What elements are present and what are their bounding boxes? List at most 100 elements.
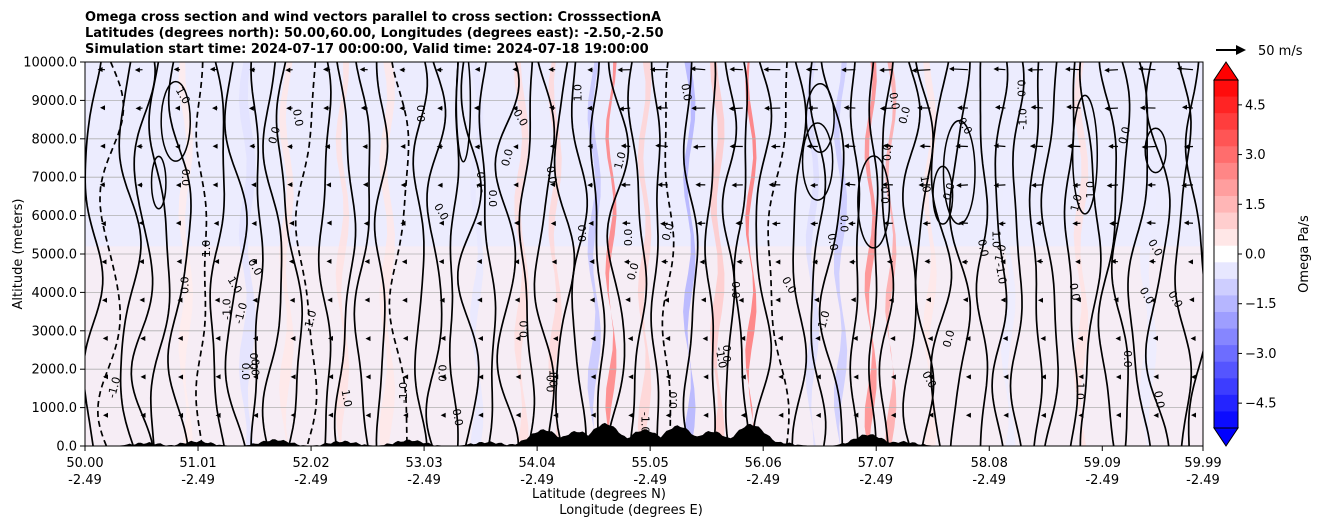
wind-vector-head-4-9 [249, 67, 255, 73]
wind-vector-head-23-9 [949, 66, 955, 72]
wind-vector-head-13-4 [589, 259, 595, 265]
contour-label-53: 1.0 [992, 243, 1009, 263]
wind-vector-head-19-2 [815, 335, 821, 341]
colorbar-tick-label-2: −1.5 [1245, 297, 1277, 312]
contour-line-50 [991, 62, 1009, 446]
contour-loop-2 [942, 119, 976, 225]
contour-line-48 [948, 62, 972, 446]
contour-line-15 [353, 62, 371, 446]
wind-vector-head-13-8 [586, 105, 592, 111]
wind-vector-head-28-0 [1153, 412, 1159, 418]
wind-vector-shaft-29-9 [1179, 67, 1194, 71]
wind-vector-head-22-9 [911, 68, 917, 74]
wind-vector-head-0-6 [99, 182, 105, 188]
contour-label-37: 0.0 [544, 375, 557, 393]
wind-vector-head-12-2 [552, 336, 558, 342]
wind-vector-head-20-9 [841, 67, 847, 73]
wind-vector-head-0-0 [103, 412, 108, 418]
wind-vector-head-20-3 [850, 297, 856, 303]
contour-line-24 [518, 62, 536, 446]
contour-loop-3 [857, 155, 891, 249]
x-tick-label-lat-5: 55.05 [632, 456, 669, 471]
wind-vector-head-17-6 [731, 182, 737, 188]
omega-band-8 [587, 62, 601, 446]
wind-vector-head-25-5 [1035, 220, 1041, 226]
contour-line-12 [294, 62, 318, 446]
wind-vector-head-27-8 [1104, 106, 1110, 112]
wind-vector-head-25-1 [1040, 374, 1046, 380]
y-tick-label-10: 10000.0 [23, 56, 77, 71]
wind-vector-head-24-4 [1000, 259, 1006, 265]
wind-vector-head-16-5 [696, 220, 702, 226]
contour-label-31: 0.0 [1116, 125, 1133, 145]
wind-vector-head-9-1 [440, 374, 446, 380]
wind-vector-head-10-1 [478, 374, 484, 380]
wind-vector-head-22-4 [924, 258, 930, 264]
wind-vector-head-19-9 [805, 66, 811, 72]
wind-vector-head-17-4 [736, 259, 742, 265]
wind-vector-head-20-8 [843, 105, 849, 111]
wind-vector-head-3-4 [214, 259, 220, 265]
omega-band-11 [683, 62, 696, 446]
wind-vector-head-3-1 [215, 374, 221, 380]
wind-vector-head-29-2 [1190, 335, 1196, 341]
contour-line-31 [650, 62, 661, 446]
contour-label-57: -1.0 [221, 298, 234, 319]
wind-vector-head-12-9 [548, 66, 554, 72]
contour-label-48: 0.0 [266, 125, 283, 145]
omega-band-17 [885, 62, 897, 446]
contour-line-49 [975, 62, 989, 446]
wind-vector-head-12-7 [549, 143, 555, 149]
wind-vector-head-26-3 [1075, 297, 1081, 303]
contour-line-23 [494, 62, 520, 446]
colorbar-segment-14 [1214, 312, 1238, 330]
wind-vector-head-7-1 [365, 374, 371, 380]
wind-vector-head-21-6 [881, 182, 887, 188]
wind-vector-head-4-3 [252, 297, 258, 303]
wind-vector-head-26-2 [1077, 335, 1083, 341]
wind-vector-head-7-8 [360, 105, 366, 111]
x-tick-label-lat-3: 53.03 [405, 456, 442, 471]
contour-labels: 0.01.00.00.00.01.00.0-1.01.00.01.00.01.0… [105, 80, 1185, 434]
wind-vector-head-18-8 [764, 105, 770, 111]
wind-vector-shaft-23-9 [952, 68, 968, 71]
wind-vector-head-4-4 [251, 259, 257, 265]
wind-vector-head-9-7 [436, 144, 442, 150]
contour-line-28 [589, 62, 606, 446]
wind-vector-head-13-6 [587, 182, 593, 188]
x-tick-label-lon-6: -2.49 [746, 473, 780, 488]
wind-vector-head-24-2 [1002, 335, 1008, 341]
wind-vector-head-24-5 [998, 221, 1004, 227]
wind-vector-head-18-1 [778, 374, 784, 380]
wind-vector-head-7-5 [363, 221, 369, 227]
wind-vector-head-2-7 [175, 144, 181, 150]
wind-vector-head-24-1 [1003, 374, 1009, 380]
wind-vector-head-2-9 [173, 66, 179, 72]
contour-label-15: 0.0 [678, 83, 694, 102]
wind-vector-head-5-8 [286, 105, 292, 111]
wind-vector-head-17-0 [740, 412, 746, 418]
contour-label-4: 0.0 [290, 108, 306, 127]
wind-vector-head-22-0 [928, 412, 934, 418]
contour-line-11 [275, 62, 304, 446]
wind-vector-head-0-1 [103, 374, 108, 380]
wind-vector-head-18-2 [777, 335, 783, 341]
wind-vector-head-3-7 [212, 143, 218, 149]
wind-vector-head-27-9 [1104, 67, 1110, 73]
wind-vector-head-27-4 [1110, 258, 1116, 264]
wind-vector-head-25-8 [1030, 104, 1036, 110]
contour-line-52 [1028, 62, 1043, 446]
contour-label-33: 0.0 [720, 345, 733, 363]
contour-label-7: -1.0 [301, 309, 319, 333]
contour-line-9 [250, 62, 264, 446]
wind-vector-head-0-5 [100, 221, 106, 227]
colorbar-tick-label-1: −3.0 [1245, 347, 1277, 362]
wind-vector-head-16-0 [703, 412, 709, 418]
contour-line-35 [721, 62, 738, 446]
omega-contours [85, 62, 1203, 446]
contour-line-44 [878, 62, 895, 446]
wind-vector-head-23-1 [965, 374, 971, 380]
x-tick-label-lon-3: -2.49 [407, 473, 441, 488]
wind-vector-head-8-9 [399, 67, 405, 73]
colorbar-segment-13 [1214, 295, 1238, 313]
